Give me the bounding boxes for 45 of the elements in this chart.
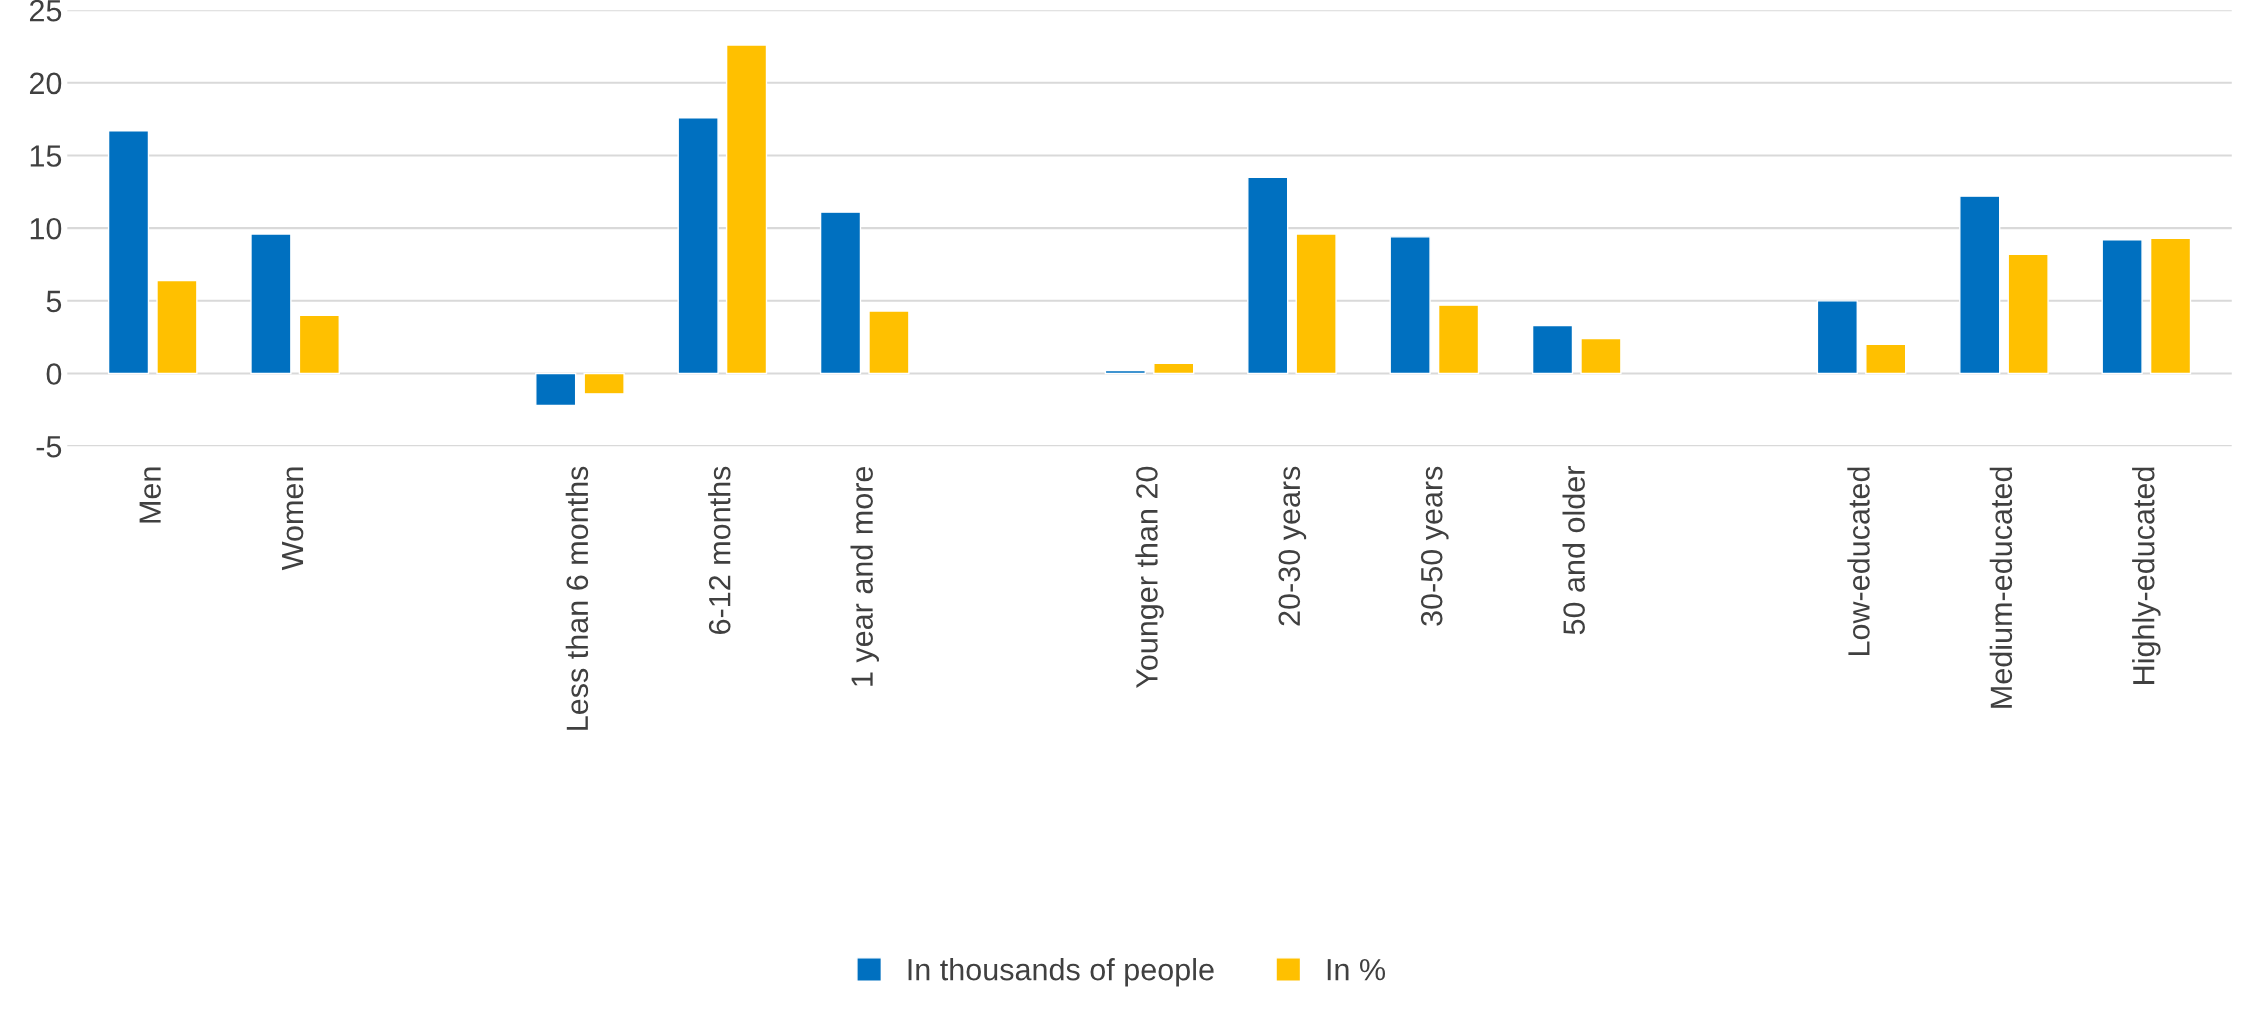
bar <box>2007 253 2049 375</box>
x-tick-label: 50 and older <box>1562 466 1585 635</box>
bar <box>583 372 625 395</box>
y-tick-label: 10 <box>30 217 62 240</box>
x-tick-label: 30-50 years <box>1420 466 1449 626</box>
bar <box>535 372 577 407</box>
y-tick-label: -5 <box>36 436 62 458</box>
bar <box>250 233 292 375</box>
x-tick-label: Low-educated <box>1847 467 1870 656</box>
bar <box>2101 239 2143 375</box>
bar <box>1104 369 1146 375</box>
bar <box>1580 337 1622 375</box>
y-tick-label: 15 <box>30 145 62 167</box>
bar <box>819 211 862 375</box>
bar <box>156 279 198 375</box>
x-tick-label: Medium-educated <box>1989 467 2013 708</box>
y-tick-label: 25 <box>29 0 62 22</box>
legend-label: In % <box>1327 958 1386 981</box>
bar <box>868 310 910 375</box>
legend-label: In thousands of people <box>908 958 1214 987</box>
x-tick-label: 20-30 years <box>1278 466 1307 626</box>
bar <box>107 130 150 375</box>
bar <box>1816 300 1858 375</box>
y-tick-label: 0 <box>46 363 62 385</box>
bar <box>1247 176 1289 375</box>
bar <box>2149 237 2192 375</box>
bar <box>1295 233 1337 375</box>
x-tick-label: 1 year and more <box>850 466 879 686</box>
y-tick-label: 5 <box>46 290 62 313</box>
bar <box>1959 195 2001 375</box>
x-tick-label: Men <box>139 467 161 523</box>
bar <box>298 314 340 375</box>
x-tick-label: Women <box>282 467 304 571</box>
bar <box>1389 236 1431 375</box>
bar <box>1437 304 1480 375</box>
bar <box>677 116 719 375</box>
x-tick-label: Younger than 20 <box>1135 466 1164 689</box>
bar <box>1153 362 1195 375</box>
x-tick-label: Less than 6 months <box>565 466 589 730</box>
bar <box>1531 324 1574 375</box>
y-tick-label: 20 <box>29 72 62 95</box>
bar <box>1865 343 1907 375</box>
x-tick-label: Highly-educated <box>2132 467 2161 684</box>
x-tick-label: 6-12 months <box>708 466 731 634</box>
bar <box>725 44 768 375</box>
